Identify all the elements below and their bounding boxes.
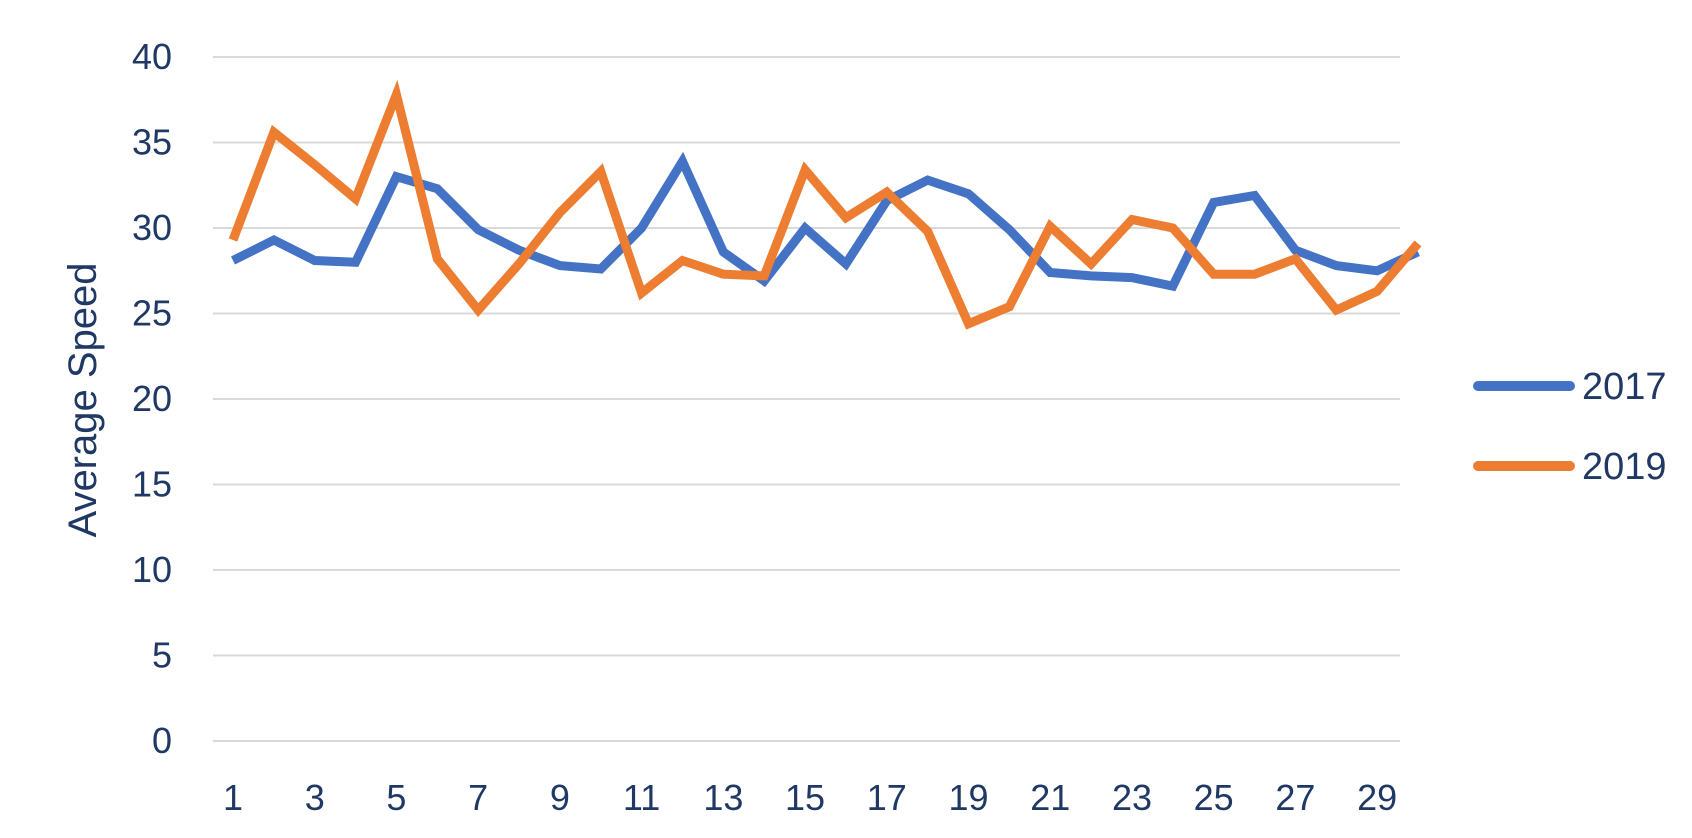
x-tick-label: 11: [623, 777, 660, 818]
y-tick-label: 20: [132, 378, 172, 419]
series-line-2017: [230, 151, 1420, 292]
x-tick-label: 17: [867, 777, 907, 818]
x-tick-label: 3: [305, 777, 325, 818]
y-tick-label: 15: [132, 464, 172, 505]
y-axis-title: Average Speed: [61, 262, 105, 537]
y-tick-label: 0: [152, 720, 172, 761]
y-tick-label: 5: [152, 635, 172, 676]
legend: 2017 2019: [1473, 366, 1667, 488]
series-line-2019: [228, 79, 1422, 330]
y-tick-label: 10: [132, 549, 172, 590]
legend-label-2019: 2019: [1582, 446, 1667, 488]
y-tick-label: 30: [132, 207, 172, 248]
x-tick-label: 23: [1112, 777, 1152, 818]
gridlines: [213, 56, 1400, 742]
y-tick-label: 40: [132, 36, 172, 77]
x-tick-label: 21: [1030, 777, 1070, 818]
y-axis-tick-labels: 0 5 10 15 20 25 30 35 40: [132, 36, 172, 761]
x-tick-label: 13: [703, 777, 743, 818]
x-tick-label: 1: [223, 777, 243, 818]
x-tick-label: 7: [468, 777, 488, 818]
y-tick-label: 25: [132, 293, 172, 334]
x-axis-tick-labels: 1 3 5 7 9 11 13 15 17 19 21 23 25 27 29: [223, 777, 1397, 818]
x-tick-label: 25: [1194, 777, 1234, 818]
series-lines: [228, 79, 1422, 330]
x-tick-label: 5: [386, 777, 406, 818]
x-tick-label: 29: [1357, 777, 1397, 818]
legend-label-2017: 2017: [1582, 366, 1667, 408]
x-tick-label: 19: [948, 777, 988, 818]
x-tick-label: 9: [550, 777, 570, 818]
x-tick-label: 27: [1275, 777, 1315, 818]
x-tick-label: 15: [785, 777, 825, 818]
y-tick-label: 35: [132, 122, 172, 163]
